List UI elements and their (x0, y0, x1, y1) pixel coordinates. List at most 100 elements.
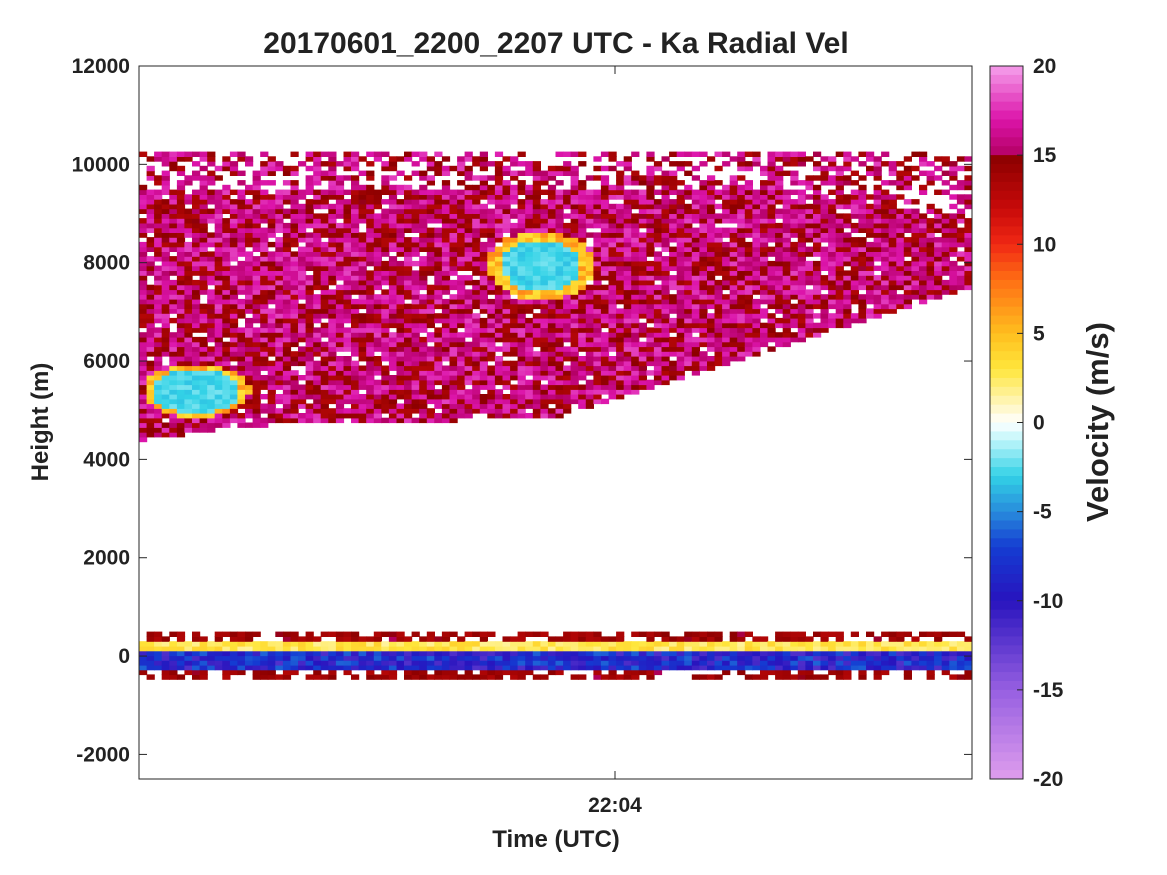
heatmap-cell (767, 327, 776, 333)
heatmap-cell (684, 222, 693, 229)
heatmap-cell (282, 180, 292, 186)
heatmap-cell (199, 641, 208, 647)
heatmap-cell (616, 332, 625, 338)
heatmap-cell (547, 227, 557, 233)
heatmap-cell (707, 341, 716, 348)
heatmap-cell (585, 251, 594, 257)
heatmap-cell (487, 260, 496, 267)
heatmap-cell (744, 246, 753, 252)
heatmap-cell (176, 317, 186, 324)
heatmap-cell (638, 251, 647, 257)
heatmap-cell (510, 336, 519, 343)
heatmap-cell (184, 232, 193, 238)
heatmap-cell (653, 208, 663, 214)
heatmap-cell (494, 370, 504, 376)
heatmap-cell (366, 370, 375, 376)
heatmap-cell (707, 218, 716, 224)
heatmap-cell (275, 379, 284, 386)
heatmap-cell (343, 384, 352, 390)
heatmap-cell (229, 170, 239, 176)
heatmap-cell (487, 275, 496, 281)
heatmap-cell (434, 332, 443, 338)
heatmap-cell (616, 641, 625, 647)
heatmap-cell (320, 664, 329, 671)
heatmap-cell (707, 213, 716, 219)
heatmap-cell (184, 256, 193, 262)
heatmap-cell (426, 194, 435, 200)
heatmap-cell (540, 403, 549, 409)
heatmap-cell (146, 213, 155, 219)
heatmap-cell (351, 270, 360, 276)
heatmap-cell (593, 289, 602, 295)
heatmap-cell (729, 346, 738, 352)
heatmap-cell (404, 284, 413, 291)
heatmap-cell (457, 375, 466, 381)
heatmap-cell (737, 294, 746, 300)
heatmap-cell (396, 327, 405, 333)
heatmap-cell (176, 218, 186, 224)
heatmap-cell (699, 208, 708, 214)
heatmap-cell (275, 650, 284, 657)
heatmap-cell (199, 165, 208, 172)
heatmap-cell (744, 660, 753, 666)
heatmap-cell (782, 208, 791, 214)
heatmap-cell (805, 313, 814, 319)
heatmap-cell (351, 360, 360, 367)
heatmap-cell (320, 189, 329, 195)
heatmap-cell (661, 298, 670, 305)
heatmap-cell (494, 227, 504, 233)
heatmap-cell (608, 270, 617, 276)
heatmap-cell (222, 370, 231, 376)
heatmap-cell (161, 156, 170, 162)
heatmap-cell (381, 398, 390, 405)
heatmap-cell (207, 180, 216, 186)
heatmap-cell (585, 346, 594, 352)
heatmap-cell (737, 237, 746, 243)
heatmap-cell (419, 199, 428, 205)
heatmap-cell (184, 270, 193, 276)
heatmap-cell (449, 270, 458, 276)
heatmap-cell (631, 645, 640, 652)
heatmap-cell (320, 398, 329, 405)
heatmap-cell (479, 284, 488, 291)
heatmap-cell (154, 413, 163, 419)
heatmap-cell (525, 184, 534, 191)
heatmap-cell (229, 375, 239, 381)
heatmap-cell (737, 289, 746, 295)
heatmap-cell (351, 341, 360, 348)
heatmap-cell (517, 664, 526, 671)
heatmap-cell (752, 341, 761, 348)
heatmap-cell (676, 356, 685, 362)
heatmap-cell (699, 341, 708, 348)
heatmap-cell (328, 641, 337, 647)
heatmap-cell (638, 351, 647, 357)
heatmap-cell (343, 636, 352, 642)
heatmap-cell (585, 298, 594, 305)
heatmap-cell (419, 303, 428, 310)
heatmap-cell (578, 237, 587, 243)
heatmap-cell (782, 279, 791, 286)
heatmap-cell (373, 370, 382, 376)
heatmap-cell (381, 265, 390, 271)
heatmap-cell (373, 365, 382, 371)
heatmap-cell (419, 260, 428, 267)
heatmap-cell (207, 379, 216, 386)
heatmap-cell (441, 413, 451, 419)
heatmap-cell (229, 298, 239, 305)
heatmap-cell (707, 246, 716, 252)
heatmap-cell (616, 336, 625, 343)
heatmap-cell (237, 389, 246, 395)
heatmap-cell (775, 189, 784, 195)
heatmap-cell (328, 184, 337, 191)
heatmap-cell (335, 294, 345, 300)
heatmap-cell (267, 213, 276, 219)
heatmap-cell (426, 180, 435, 186)
heatmap-cell (510, 241, 519, 248)
heatmap-cell (752, 289, 761, 295)
heatmap-cell (767, 332, 776, 338)
heatmap-cell (146, 313, 155, 319)
heatmap-cell (328, 279, 337, 286)
heatmap-cell (517, 403, 526, 409)
heatmap-cell (373, 213, 382, 219)
heatmap-cell (616, 251, 625, 257)
